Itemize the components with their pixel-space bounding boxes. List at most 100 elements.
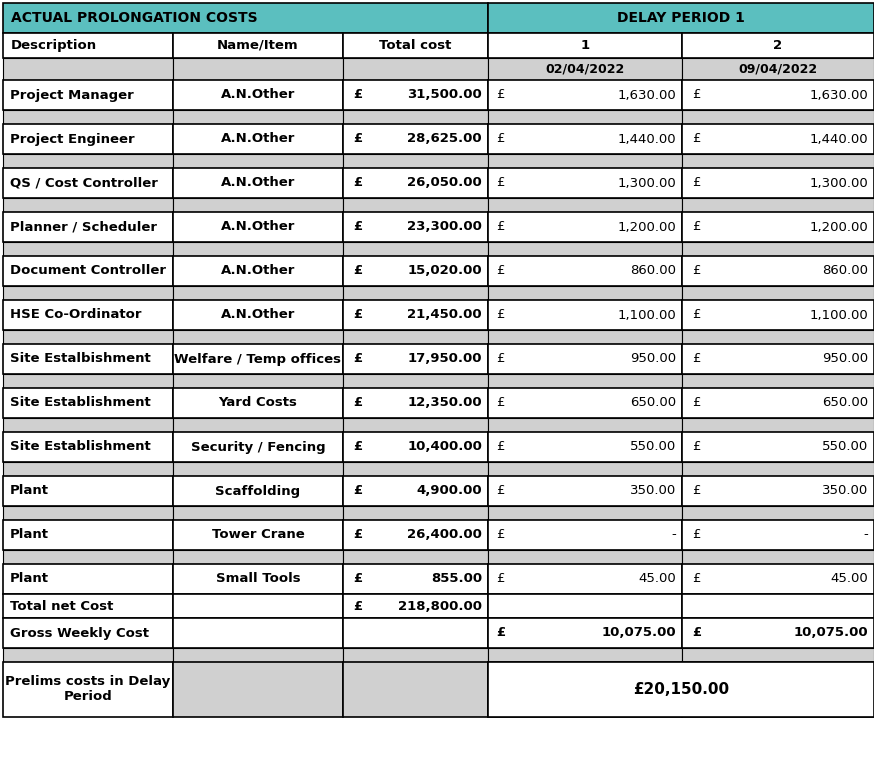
Text: 650.00: 650.00: [822, 396, 868, 409]
Bar: [488, 154, 682, 168]
Bar: [488, 168, 682, 198]
Bar: [343, 33, 488, 58]
Bar: [488, 476, 682, 506]
Text: Yard Costs: Yard Costs: [218, 396, 297, 409]
Text: £: £: [496, 353, 504, 366]
Bar: [173, 564, 343, 594]
Bar: [488, 506, 682, 520]
Bar: [488, 3, 874, 33]
Bar: [3, 662, 173, 717]
Bar: [682, 506, 874, 520]
Text: 350.00: 350.00: [630, 485, 676, 498]
Bar: [488, 462, 682, 476]
Text: 17,950.00: 17,950.00: [407, 353, 482, 366]
Bar: [682, 256, 874, 286]
Text: £: £: [353, 309, 362, 322]
Text: 26,400.00: 26,400.00: [407, 529, 482, 542]
Bar: [488, 564, 682, 594]
Text: 950.00: 950.00: [822, 353, 868, 366]
Bar: [488, 594, 682, 618]
Bar: [173, 594, 343, 618]
Bar: [173, 520, 343, 550]
Text: £: £: [496, 220, 504, 233]
Bar: [488, 520, 682, 550]
Text: £: £: [496, 529, 504, 542]
Text: Description: Description: [11, 39, 97, 52]
Text: Project Manager: Project Manager: [10, 88, 134, 101]
Text: £: £: [496, 309, 504, 322]
Bar: [488, 242, 682, 256]
Bar: [343, 662, 488, 717]
Text: £: £: [353, 600, 362, 613]
Text: 31,500.00: 31,500.00: [407, 88, 482, 101]
Bar: [343, 344, 488, 374]
Bar: [3, 80, 173, 110]
Text: 45.00: 45.00: [638, 572, 676, 585]
Bar: [343, 564, 488, 594]
Text: £: £: [496, 396, 504, 409]
Bar: [343, 80, 488, 110]
Text: 10,075.00: 10,075.00: [794, 626, 868, 639]
Text: £: £: [692, 626, 701, 639]
Text: 1,200.00: 1,200.00: [809, 220, 868, 233]
Bar: [173, 33, 343, 58]
Text: Security / Fencing: Security / Fencing: [191, 440, 325, 453]
Text: 26,050.00: 26,050.00: [407, 177, 482, 190]
Text: £: £: [353, 485, 362, 498]
Bar: [488, 388, 682, 418]
Text: 4,900.00: 4,900.00: [416, 485, 482, 498]
Text: 10,075.00: 10,075.00: [601, 626, 676, 639]
Text: 1,100.00: 1,100.00: [617, 309, 676, 322]
Bar: [173, 256, 343, 286]
Text: 1: 1: [580, 39, 590, 52]
Bar: [682, 80, 874, 110]
Bar: [682, 286, 874, 300]
Text: £: £: [496, 440, 504, 453]
Text: £: £: [496, 133, 504, 146]
Text: A.N.Other: A.N.Other: [221, 88, 295, 101]
Text: 45.00: 45.00: [830, 572, 868, 585]
Bar: [682, 462, 874, 476]
Bar: [173, 198, 343, 212]
Bar: [343, 506, 488, 520]
Bar: [173, 300, 343, 330]
Text: 1,100.00: 1,100.00: [809, 309, 868, 322]
Bar: [3, 58, 173, 80]
Bar: [3, 432, 173, 462]
Bar: [3, 374, 173, 388]
Text: 1,200.00: 1,200.00: [617, 220, 676, 233]
Text: £: £: [692, 133, 700, 146]
Bar: [682, 476, 874, 506]
Text: £: £: [353, 133, 362, 146]
Text: Project Engineer: Project Engineer: [10, 133, 135, 146]
Text: £: £: [692, 485, 700, 498]
Text: Planner / Scheduler: Planner / Scheduler: [10, 220, 157, 233]
Text: 1,630.00: 1,630.00: [617, 88, 676, 101]
Text: Plant: Plant: [10, 529, 49, 542]
Bar: [488, 550, 682, 564]
Text: 1,630.00: 1,630.00: [809, 88, 868, 101]
Bar: [488, 80, 682, 110]
Bar: [682, 344, 874, 374]
Text: Scaffolding: Scaffolding: [215, 485, 301, 498]
Text: £: £: [692, 396, 700, 409]
Text: £: £: [496, 572, 504, 585]
Bar: [173, 506, 343, 520]
Bar: [173, 374, 343, 388]
Text: Site Establishment: Site Establishment: [10, 440, 150, 453]
Text: £20,150.00: £20,150.00: [633, 682, 729, 697]
Text: -: -: [864, 529, 868, 542]
Text: £: £: [496, 177, 504, 190]
Bar: [682, 242, 874, 256]
Text: 1,440.00: 1,440.00: [809, 133, 868, 146]
Bar: [173, 648, 343, 662]
Bar: [173, 80, 343, 110]
Bar: [682, 124, 874, 154]
Bar: [488, 110, 682, 124]
Bar: [173, 212, 343, 242]
Bar: [488, 300, 682, 330]
Text: £: £: [692, 309, 700, 322]
Bar: [173, 662, 343, 717]
Text: 860.00: 860.00: [630, 264, 676, 277]
Bar: [682, 58, 874, 80]
